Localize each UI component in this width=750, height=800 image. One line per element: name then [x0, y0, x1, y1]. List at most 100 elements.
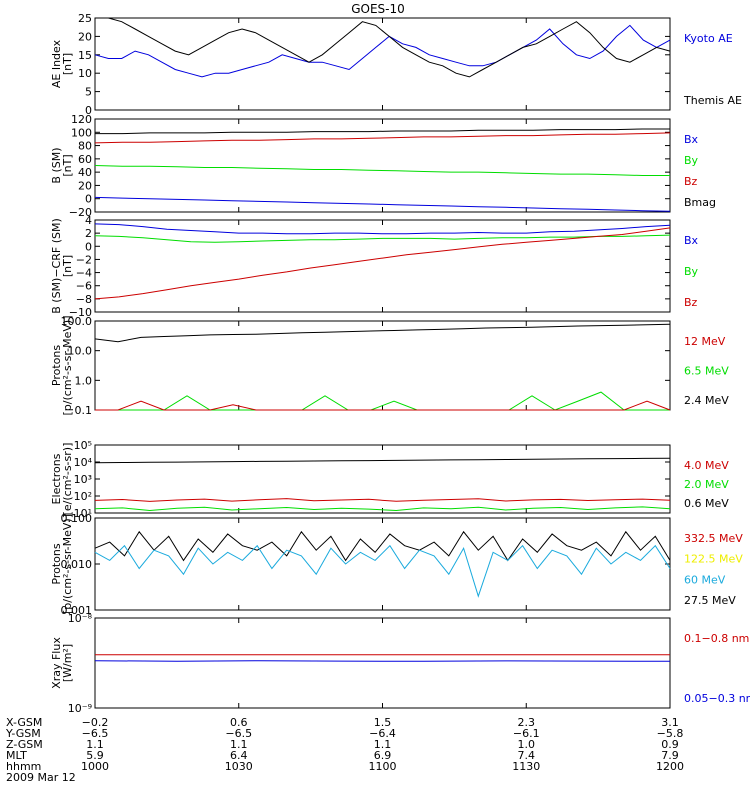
y-axis-label: B (SM)−CRF (SM)	[50, 218, 63, 314]
y-axis-label: Protons	[50, 543, 63, 584]
legend-entry: Bz	[684, 296, 698, 309]
panel-1-frame	[94, 17, 671, 111]
legend-entry: 0.1−0.8 nm	[684, 632, 749, 645]
legend-entry: Kyoto AE	[684, 32, 733, 45]
x-axis-row-label: MLT	[6, 749, 27, 762]
y-axis-label: [p/(cm²-s-sr-MeV)]	[61, 514, 74, 614]
legend-entry: 332.5 MeV	[684, 532, 743, 545]
series-line-0-05-0-3-nm	[94, 660, 671, 662]
y-tick-label: 0	[85, 193, 92, 206]
x-axis-value: −5.8	[657, 727, 684, 740]
series-line-60-mev	[94, 544, 671, 598]
y-tick-label: 60	[78, 153, 92, 166]
x-axis-value: 1100	[369, 760, 397, 773]
y-tick-label: 20	[78, 179, 92, 192]
x-axis-value: 0.9	[661, 738, 679, 751]
legend-entry: 60 MeV	[684, 573, 726, 586]
y-tick-label: 100.0	[61, 315, 93, 328]
x-axis-value: 5.9	[86, 749, 104, 762]
legend-entry: Bx	[684, 133, 699, 146]
series-line-bmag	[95, 128, 670, 135]
legend-entry: 12 MeV	[684, 335, 726, 348]
series-line-bx	[94, 223, 671, 235]
x-axis-value: 1130	[512, 760, 540, 773]
y-axis-label: Protons	[50, 345, 63, 386]
y-tick-label: 10⁵	[74, 439, 92, 452]
series-line-2-0-mev	[94, 506, 671, 512]
series-line-themis-ae	[95, 17, 671, 78]
legend-entry: By	[684, 265, 699, 278]
x-axis-value: −0.2	[82, 716, 109, 729]
y-tick-label: 10³	[74, 473, 92, 486]
x-axis-value: 1.0	[518, 738, 536, 751]
y-tick-label: 4	[85, 214, 92, 227]
series-line-2-4-mev	[94, 323, 671, 343]
x-axis-value: −6.5	[225, 727, 252, 740]
y-tick-label: −20	[69, 206, 92, 219]
x-axis-value: 0.6	[230, 716, 248, 729]
y-axis-label: AE Index	[50, 39, 63, 88]
y-tick-label: 40	[78, 166, 92, 179]
y-tick-label: 10²	[74, 490, 92, 503]
series-line-27-5-mev	[94, 530, 671, 562]
panel-6-frame	[94, 517, 671, 611]
legend-entry: By	[684, 154, 699, 167]
x-axis-value: −6.1	[513, 727, 540, 740]
x-axis-value: 7.4	[518, 749, 536, 762]
y-tick-label: 10⁻⁹	[68, 702, 92, 715]
y-tick-label: 0.100	[61, 512, 93, 525]
x-axis-row-label: Y-GSM	[5, 727, 41, 740]
y-tick-label: 0	[85, 104, 92, 117]
series-line-bx	[94, 196, 671, 212]
y-tick-label: 0	[85, 240, 92, 253]
x-axis-row-label: hhmm	[6, 760, 41, 773]
y-tick-label: 10¹	[74, 507, 92, 520]
series-line-bz	[94, 132, 671, 144]
series-line-bz	[94, 227, 671, 300]
x-axis-value: 1.1	[374, 738, 392, 751]
y-axis-label: [nT]	[61, 53, 74, 75]
x-axis-value: 2.3	[518, 716, 536, 729]
y-tick-label: −6	[76, 280, 92, 293]
y-axis-label: [e/(cm²-s-sr)]	[61, 443, 74, 516]
y-tick-label: 10.0	[68, 345, 93, 358]
legend-entry: 27.5 MeV	[684, 594, 736, 607]
legend-entry: Bmag	[684, 196, 716, 209]
y-tick-label: 2	[85, 227, 92, 240]
x-axis-value: 3.1	[661, 716, 679, 729]
y-axis-label: [W/m²]	[61, 644, 74, 682]
y-axis-label: Electrons	[50, 453, 63, 504]
panel-4-frame	[94, 320, 671, 411]
legend-entry: 4.0 MeV	[684, 459, 729, 472]
y-axis-label: Xray Flux	[50, 637, 63, 689]
y-axis-label: [p/(cm²-s-sr-MeV)]	[61, 316, 74, 416]
x-axis-value: 1.1	[230, 738, 248, 751]
legend-entry: 122.5 MeV	[684, 553, 743, 566]
legend-entry: Bz	[684, 175, 698, 188]
x-axis-value: −6.5	[82, 727, 109, 740]
y-tick-label: 100	[71, 126, 92, 139]
series-line-6-5-mev	[95, 391, 670, 411]
legend-entry: Themis AE	[683, 94, 742, 107]
y-tick-label: −8	[76, 293, 92, 306]
y-tick-label: 10⁻⁸	[68, 612, 93, 625]
legend-entry: 2.0 MeV	[684, 478, 729, 491]
y-tick-label: 25	[78, 12, 92, 25]
panel-7-frame	[94, 617, 671, 709]
x-axis-row-label: Z-GSM	[6, 738, 43, 751]
x-axis-value: 1.1	[86, 738, 104, 751]
y-tick-label: 10⁴	[74, 456, 93, 469]
y-tick-label: 80	[78, 140, 92, 153]
y-tick-label: 0.1	[75, 404, 93, 417]
y-tick-label: 120	[71, 113, 92, 126]
legend-entry: 6.5 MeV	[684, 365, 729, 378]
series-line-0-6-mev	[94, 457, 671, 464]
x-axis-value: 1000	[81, 760, 109, 773]
panel-5-frame	[94, 444, 671, 514]
legend-entry: 0.05−0.3 nm	[684, 692, 750, 705]
legend-entry: 2.4 MeV	[684, 394, 729, 407]
y-tick-label: 10	[78, 67, 92, 80]
y-tick-label: 1.0	[75, 374, 93, 387]
series-line-4-0-mev	[94, 498, 671, 502]
